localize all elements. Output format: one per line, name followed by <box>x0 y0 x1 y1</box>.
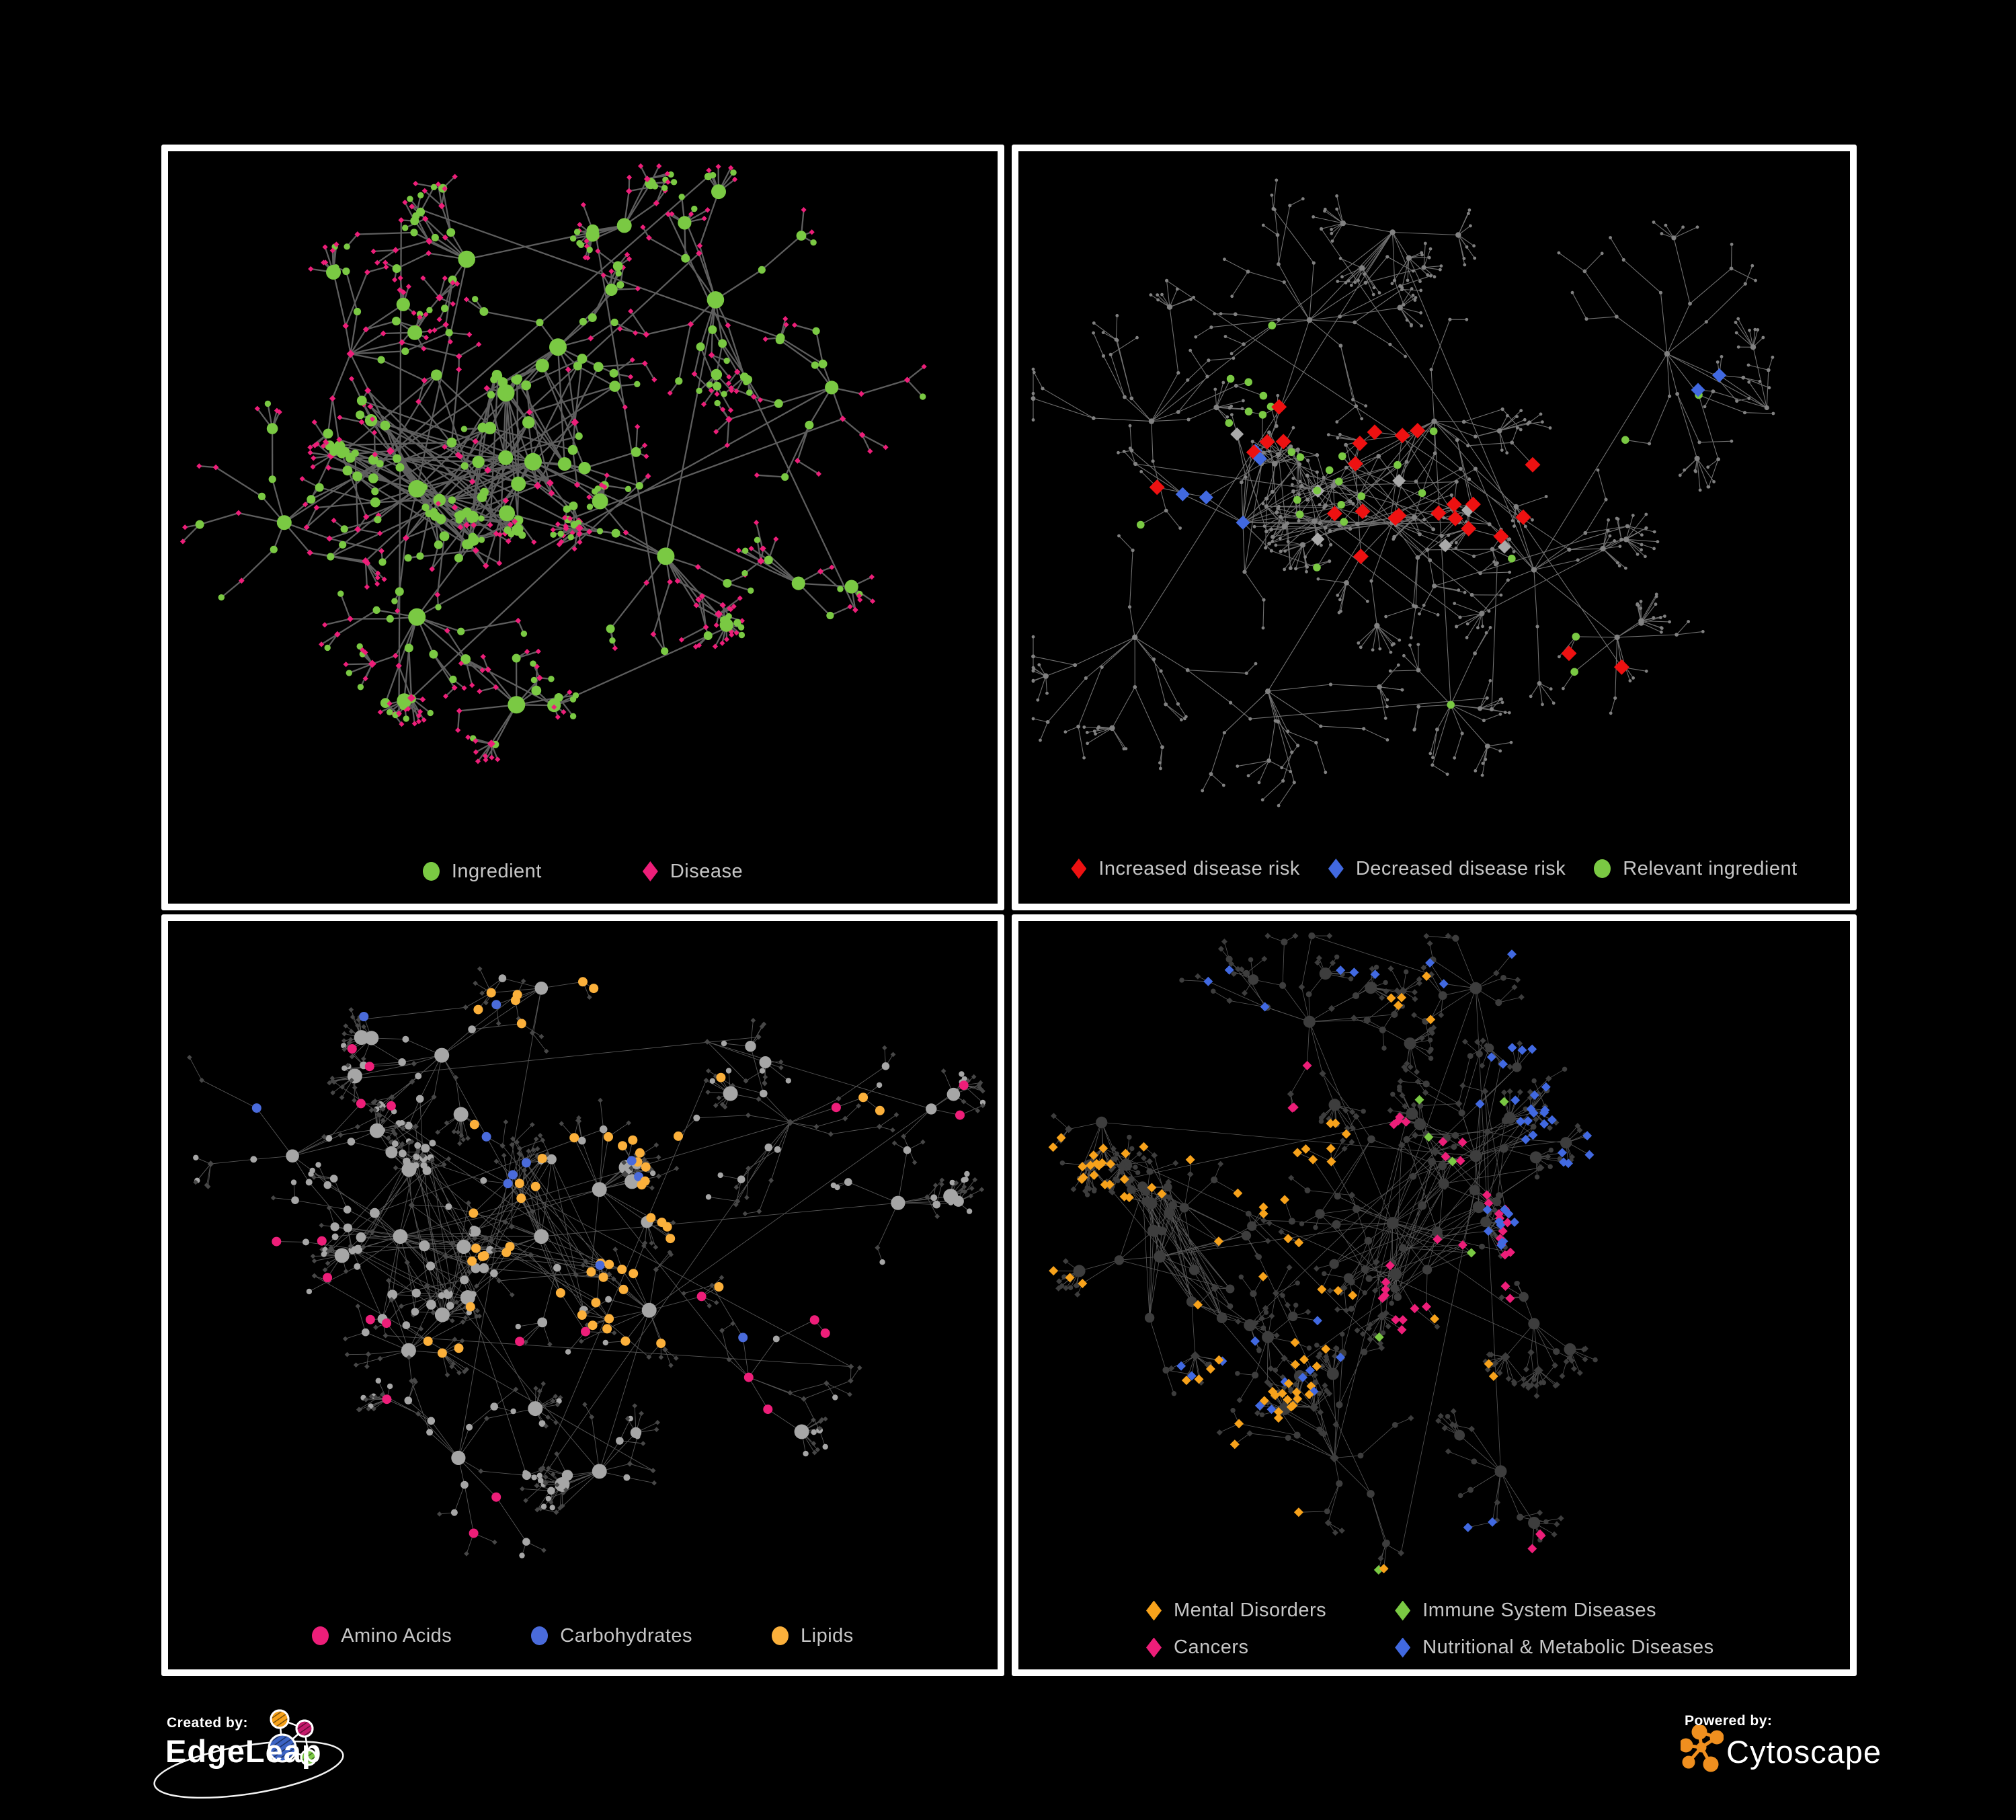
panel-disease-risk-network: Increased disease risk Decreased disease … <box>1012 145 1857 910</box>
legend-item: Increased disease risk <box>1071 858 1300 880</box>
legend-swatch-diamond <box>642 861 658 881</box>
panel-nutrient-classes-network: Amino Acids Carbohydrates Lipids <box>161 914 1004 1676</box>
legend-item: Carbohydrates <box>531 1625 692 1647</box>
legend-disease-classes: Mental Disorders Immune System Diseases Ca… <box>1146 1599 1714 1659</box>
legend-item: Ingredient <box>422 860 542 883</box>
legend-swatch-diamond <box>1395 1637 1411 1658</box>
legend-nutrient-classes: Amino Acids Carbohydrates Lipids <box>168 1616 998 1656</box>
legend-swatch-circle <box>422 862 440 881</box>
legend-swatch-diamond <box>1071 859 1087 879</box>
legend-swatch-circle <box>531 1626 549 1645</box>
legend-swatch-circle <box>1594 859 1611 878</box>
legend-item: Amino Acids <box>312 1625 452 1647</box>
legend-swatch-diamond <box>1146 1600 1162 1621</box>
created-by-label: Created by: <box>167 1715 249 1731</box>
legend-label: Amino Acids <box>341 1624 452 1647</box>
legend-swatch-circle <box>312 1626 329 1645</box>
legend-item: Cancers <box>1146 1636 1326 1659</box>
legend-label: Carbohydrates <box>560 1624 692 1647</box>
legend-item: Decreased disease risk <box>1328 858 1566 880</box>
network-graph-disease-risk <box>1031 178 1775 807</box>
legend-label: Mental Disorders <box>1174 1599 1327 1621</box>
legend-label: Decreased disease risk <box>1355 857 1566 879</box>
legend-label: Nutritional & Metabolic Diseases <box>1422 1636 1714 1658</box>
edgeleap-brand-name: EdgeLeap <box>165 1733 322 1769</box>
cytoscape-brand-name: Cytoscape <box>1726 1734 1882 1770</box>
legend-swatch-diamond <box>1146 1637 1162 1658</box>
legend-swatch-diamond <box>1395 1600 1411 1621</box>
legend-item: Nutritional & Metabolic Diseases <box>1395 1636 1713 1659</box>
powered-by-label: Powered by: <box>1685 1713 1773 1729</box>
legend-item: Relevant ingredient <box>1594 858 1797 880</box>
cytoscape-logo-icon <box>1681 1725 1724 1772</box>
legend-item: Disease <box>642 860 743 883</box>
legend-ingredient-disease: Ingredient Disease <box>168 851 998 892</box>
legend-item: Lipids <box>772 1625 854 1647</box>
network-graph-nutrient-classes <box>187 966 986 1558</box>
network-graph-disease-classes <box>1048 932 1598 1575</box>
legend-item: Immune System Diseases <box>1395 1599 1713 1622</box>
legend-label: Lipids <box>801 1624 854 1647</box>
legend-label: Immune System Diseases <box>1422 1599 1657 1621</box>
legend-disease-risk: Increased disease risk Decreased disease … <box>1018 848 1850 889</box>
legend-swatch-diamond <box>1328 859 1344 879</box>
panel-ingredient-disease-network: Ingredient Disease <box>161 145 1004 910</box>
legend-swatch-circle <box>772 1626 789 1645</box>
network-graph-ingredient-disease <box>179 163 927 764</box>
legend-label: Ingredient <box>451 860 542 882</box>
legend-label: Increased disease risk <box>1098 857 1300 879</box>
panel-disease-classes-network: Mental Disorders Immune System Diseases Ca… <box>1012 914 1857 1676</box>
legend-label: Disease <box>670 860 743 882</box>
legend-label: Relevant ingredient <box>1623 857 1798 879</box>
legend-label: Cancers <box>1174 1636 1249 1658</box>
edgeleap-logo-icon <box>153 1709 344 1799</box>
legend-item: Mental Disorders <box>1146 1599 1326 1622</box>
